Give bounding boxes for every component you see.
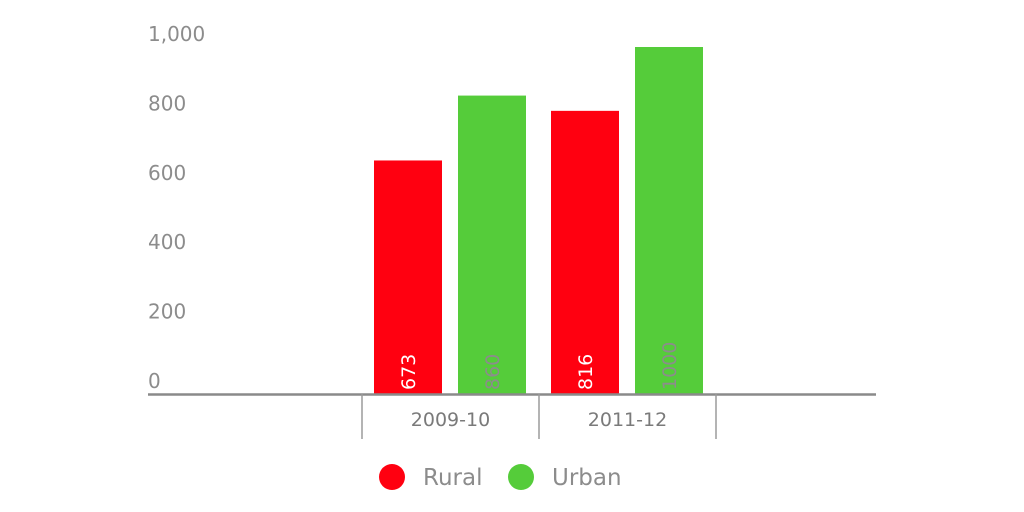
- x-category-label: 2011-12: [588, 409, 667, 431]
- y-tick-label: 800: [148, 91, 186, 115]
- bar-urban-2011-12: [635, 47, 703, 394]
- y-tick-label: 200: [148, 300, 186, 324]
- legend-marker: [379, 464, 405, 490]
- bar-value-label: 816: [575, 354, 597, 390]
- legend-label: Urban: [552, 465, 622, 491]
- bar-rural-2011-12: [551, 110, 619, 395]
- bar-value-label: 860: [482, 354, 504, 390]
- legend-marker: [508, 464, 534, 490]
- x-axis: 2009-10 2011-12: [148, 393, 876, 439]
- y-axis: 0 200 400 600 800 1,000: [148, 22, 205, 393]
- bar-urban-2009-10: [458, 95, 526, 394]
- bar-value-label: 673: [398, 354, 420, 390]
- bar-value-label: 1000: [659, 342, 681, 390]
- y-tick-label: 600: [148, 161, 186, 185]
- bars: 673 860 816 1000: [374, 47, 703, 395]
- x-category-label: 2009-10: [411, 409, 490, 431]
- legend-label: Rural: [423, 465, 482, 491]
- legend: Rural Urban: [379, 464, 622, 491]
- y-tick-label: 400: [148, 230, 186, 254]
- y-tick-label: 1,000: [148, 22, 205, 46]
- y-tick-label: 0: [148, 369, 161, 393]
- bar-rural-2009-10: [374, 160, 442, 394]
